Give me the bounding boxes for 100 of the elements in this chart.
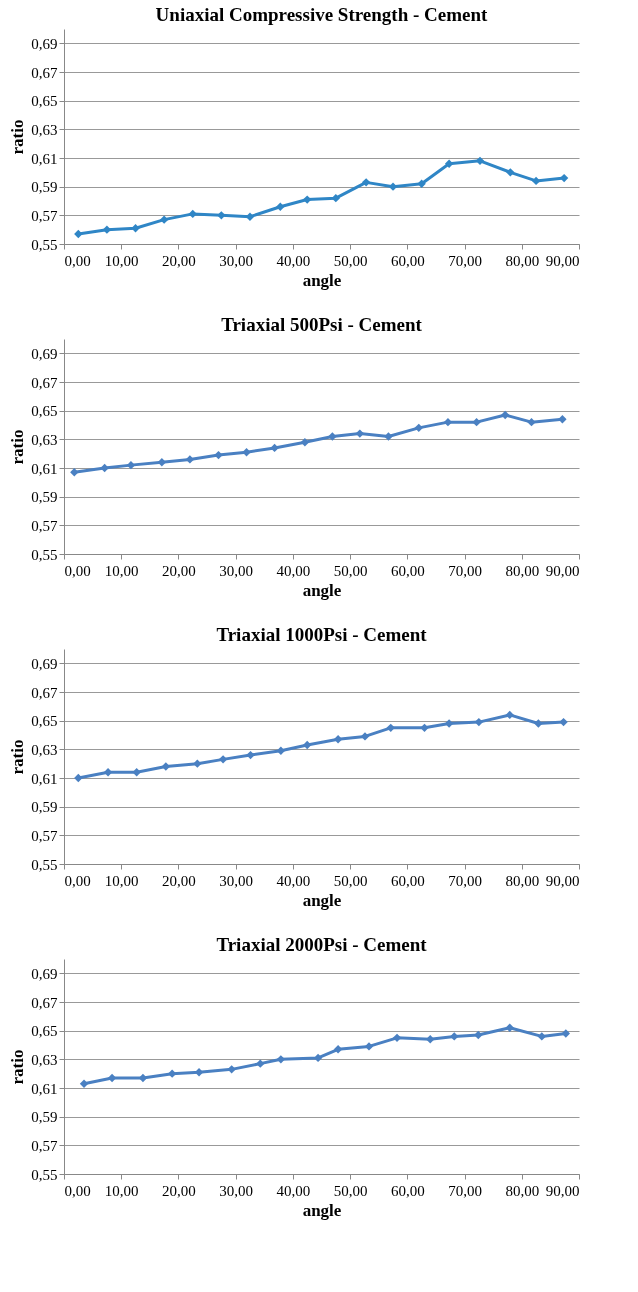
point [505,1023,514,1032]
point [333,1045,343,1054]
point [558,415,567,424]
y-tick-label: 0,67 [31,64,58,81]
point [131,224,140,233]
x-tick-label: 20,00 [162,1182,196,1199]
x-tick-label: 70,00 [448,252,482,269]
point [214,450,223,460]
y-tick-label: 0,65 [31,713,58,730]
x-tick-label: 80,00 [505,562,540,579]
y-tick-label: 0,67 [31,374,58,391]
y-tick-label: 0,57 [31,1137,58,1154]
y-tick-label: 0,55 [31,1166,58,1183]
point [328,432,337,441]
point [157,458,167,467]
point [100,463,109,473]
x-tick-label: 0,00 [64,872,91,889]
x-axis-title: angle [302,1200,342,1220]
point [256,1059,265,1068]
point [501,410,510,420]
x-axis-title: angle [302,270,342,290]
point [506,168,515,177]
x-axis-title: angle [302,890,342,910]
x-tick-label: 50,00 [333,1182,368,1199]
point [475,156,485,166]
y-axis-title: ratio [8,119,28,155]
y-tick-label: 0,63 [31,741,58,758]
y-tick-label: 0,65 [31,1023,58,1040]
point [126,460,136,470]
point [531,176,541,186]
y-tick-label: 0,57 [31,827,58,844]
y-tick-label: 0,63 [31,121,58,138]
point [188,209,197,219]
x-tick-label: 80,00 [505,872,540,889]
x-tick-label: 60,00 [390,562,425,579]
point [246,750,255,760]
point [472,417,481,427]
y-tick-label: 0,57 [31,207,58,224]
y-tick-label: 0,55 [31,546,58,563]
y-tick-label: 0,59 [31,799,58,816]
chart-title: Triaxial 2000Psi - Cement [216,934,428,955]
x-tick-label: 40,00 [276,252,311,269]
x-tick-label: 70,00 [448,872,482,889]
x-tick-label: 0,00 [64,1182,91,1199]
point [242,448,251,457]
point [74,773,83,783]
point [537,1032,546,1041]
point [392,1033,402,1043]
point [303,740,312,750]
y-tick-label: 0,69 [31,345,58,362]
y-tick-label: 0,65 [31,93,58,110]
y-tick-label: 0,55 [31,856,58,873]
point [527,417,536,427]
point [426,1035,435,1044]
x-tick-label: 40,00 [276,872,311,889]
point [300,438,310,447]
x-tick-label: 10,00 [104,1182,139,1199]
point [217,211,226,220]
x-tick-label: 20,00 [162,872,196,889]
y-tick-label: 0,61 [31,770,58,787]
point [420,723,429,733]
y-tick-label: 0,69 [31,35,58,52]
point [159,215,169,224]
point [333,735,343,744]
point [444,719,454,728]
x-tick-label: 20,00 [162,562,196,579]
point [103,768,113,777]
point [360,732,370,741]
y-tick-label: 0,69 [31,655,58,672]
point [79,1079,89,1088]
y-tick-label: 0,67 [31,684,58,701]
point [474,1030,483,1040]
x-tick-label: 90,00 [545,1182,580,1199]
y-axis-title: ratio [8,739,28,775]
y-tick-label: 0,63 [31,431,58,448]
point [386,723,395,733]
x-tick-label: 30,00 [219,562,254,579]
point [218,755,228,764]
x-tick-label: 70,00 [448,1182,482,1199]
point [559,717,568,727]
point [185,455,195,464]
point [384,432,393,441]
point [70,468,79,477]
x-tick-label: 10,00 [104,252,139,269]
x-tick-label: 30,00 [219,1182,254,1199]
chart-title: Triaxial 1000Psi - Cement [216,624,428,645]
point [193,759,202,768]
y-tick-label: 0,57 [31,517,58,534]
point [276,746,286,755]
x-tick-label: 0,00 [64,252,91,269]
x-tick-label: 90,00 [545,252,580,269]
point [414,423,423,433]
x-tick-label: 50,00 [333,872,368,889]
x-tick-label: 60,00 [390,252,425,269]
x-tick-label: 40,00 [276,562,311,579]
y-tick-label: 0,59 [31,489,58,506]
point [74,229,83,239]
x-tick-label: 90,00 [545,872,580,889]
x-tick-label: 30,00 [219,252,254,269]
point [561,1029,571,1038]
